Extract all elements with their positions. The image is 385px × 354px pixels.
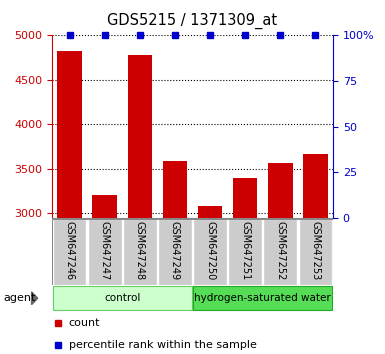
Text: hydrogen-saturated water: hydrogen-saturated water — [194, 293, 331, 303]
Bar — [92, 195, 117, 218]
Bar — [88, 219, 122, 285]
Bar — [193, 286, 332, 310]
Text: GSM647246: GSM647246 — [65, 221, 75, 280]
Bar — [53, 219, 86, 285]
Bar — [303, 154, 328, 218]
Text: GDS5215 / 1371309_at: GDS5215 / 1371309_at — [107, 12, 278, 29]
Bar — [57, 51, 82, 218]
Bar — [263, 219, 297, 285]
Bar — [162, 161, 187, 218]
Bar — [193, 219, 227, 285]
Bar — [228, 219, 262, 285]
Bar — [127, 56, 152, 218]
Text: GSM647251: GSM647251 — [240, 221, 250, 280]
Text: GSM647250: GSM647250 — [205, 221, 215, 280]
Bar — [233, 178, 258, 218]
Bar — [198, 206, 223, 218]
Text: GSM647253: GSM647253 — [310, 221, 320, 280]
Text: GSM647252: GSM647252 — [275, 221, 285, 281]
Bar — [299, 219, 332, 285]
Text: agent: agent — [4, 293, 36, 303]
Text: GSM647247: GSM647247 — [100, 221, 110, 280]
Bar — [53, 286, 192, 310]
Text: count: count — [69, 318, 100, 329]
Polygon shape — [32, 292, 38, 304]
Text: GSM647249: GSM647249 — [170, 221, 180, 280]
Text: control: control — [104, 293, 141, 303]
Bar — [158, 219, 192, 285]
Bar — [123, 219, 157, 285]
Text: GSM647248: GSM647248 — [135, 221, 145, 280]
Bar — [268, 163, 293, 218]
Text: percentile rank within the sample: percentile rank within the sample — [69, 339, 257, 350]
